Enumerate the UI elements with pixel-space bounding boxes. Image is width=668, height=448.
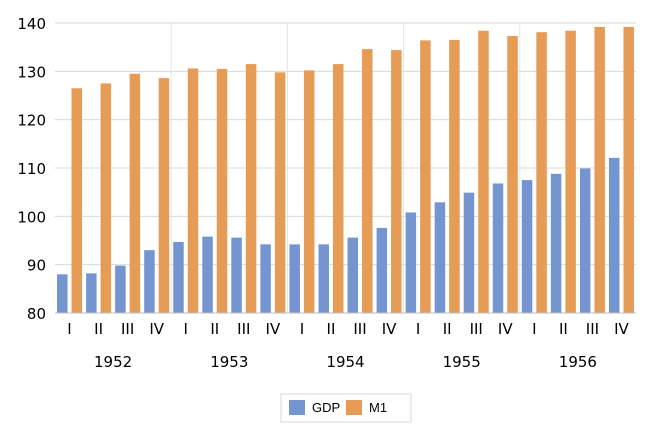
bar-gdp [318, 244, 329, 313]
x-tick-label: II [94, 320, 103, 338]
bars [57, 26, 634, 314]
bar-m1 [71, 88, 83, 313]
x-tick-label: I [532, 320, 536, 338]
bar-m1 [623, 26, 634, 313]
y-tick-label: 140 [17, 15, 46, 33]
x-tick-label: II [327, 320, 336, 338]
y-tick-label: 80 [27, 305, 46, 323]
x-tick-label: III [586, 320, 599, 338]
bar-gdp [492, 183, 504, 313]
x-tick-label: I [67, 320, 71, 338]
bar-m1 [391, 50, 402, 314]
bar-m1 [449, 39, 460, 314]
x-tick-label: III [121, 320, 134, 338]
x-group-label: 1953 [210, 353, 248, 371]
y-tick-label: 90 [27, 257, 46, 275]
bar-m1 [565, 30, 576, 313]
y-tick-label: 130 [17, 63, 46, 81]
bar-m1 [594, 26, 605, 313]
x-tick-label: III [470, 320, 483, 338]
x-tick-label: I [184, 320, 188, 338]
x-tick-label: IV [382, 320, 397, 338]
bar-m1 [303, 70, 315, 313]
bar-gdp [57, 274, 68, 313]
x-tick-label: IV [614, 320, 629, 338]
legend-label-gdp: GDP [312, 400, 340, 415]
bar-gdp [521, 180, 533, 313]
x-tick-label: III [353, 320, 366, 338]
bar-gdp [144, 250, 155, 313]
bar-m1 [362, 49, 373, 313]
bar-m1 [158, 78, 170, 313]
x-tick-label: IV [498, 320, 513, 338]
bar-gdp [463, 192, 475, 313]
bar-gdp [347, 237, 359, 313]
bar-m1 [129, 73, 141, 313]
bar-gdp [260, 244, 271, 313]
x-group-label: 1956 [559, 353, 597, 371]
bar-gdp [231, 237, 242, 313]
bar-m1 [536, 32, 547, 313]
bar-gdp [405, 212, 417, 313]
legend-swatch-gdp [289, 400, 305, 415]
x-tick-label: I [416, 320, 420, 338]
legend-swatch-m1 [346, 400, 362, 415]
x-group-label: 1954 [326, 353, 364, 371]
bar-m1 [274, 72, 286, 313]
bar-gdp [376, 227, 388, 313]
bar-m1 [245, 64, 257, 313]
y-tick-label: 120 [17, 112, 46, 130]
legend-label-m1: M1 [369, 400, 387, 415]
bar-gdp [608, 157, 620, 313]
bar-m1 [420, 40, 431, 314]
x-tick-label: II [559, 320, 568, 338]
y-tick-label: 110 [17, 160, 46, 178]
bar-m1 [332, 64, 344, 313]
x-tick-label: IV [266, 320, 281, 338]
bar-gdp [579, 168, 591, 313]
x-group-label: 1955 [443, 353, 481, 371]
bar-m1 [216, 68, 228, 314]
bar-gdp [289, 244, 300, 313]
y-tick-label: 100 [17, 208, 46, 226]
bar-m1 [507, 36, 518, 314]
bar-gdp [202, 236, 213, 313]
x-tick-label: II [443, 320, 452, 338]
x-tick-label: IV [149, 320, 164, 338]
bar-m1 [100, 83, 112, 314]
legend: GDP M1 [280, 393, 412, 423]
bar-m1 [187, 68, 199, 313]
grid-lines [55, 22, 636, 313]
x-tick-label: III [237, 320, 250, 338]
bar-gdp [173, 241, 184, 313]
bar-gdp [115, 265, 126, 313]
bar-m1 [478, 30, 489, 313]
bar-gdp [86, 273, 97, 313]
x-group-label: 1952 [94, 353, 132, 371]
x-tick-label: II [210, 320, 219, 338]
x-tick-label: I [300, 320, 304, 338]
bar-gdp [434, 202, 446, 313]
bar-gdp [550, 173, 562, 313]
